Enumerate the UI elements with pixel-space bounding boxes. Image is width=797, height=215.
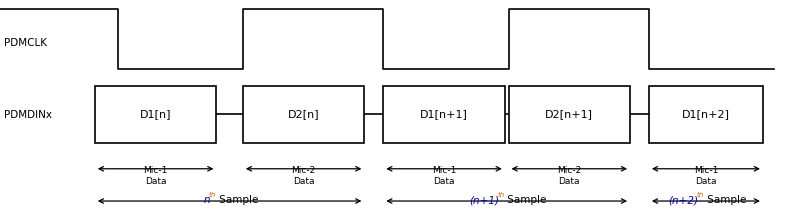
Text: th: th (497, 192, 505, 198)
Text: D2[n]: D2[n] (288, 109, 320, 120)
Bar (649, 86, 763, 143)
Text: Mic-1: Mic-1 (143, 166, 168, 175)
Text: D1[n+2]: D1[n+2] (682, 109, 730, 120)
Text: Mic-1: Mic-1 (432, 166, 456, 175)
Text: PDMCLK: PDMCLK (4, 38, 47, 48)
Text: PDMDINx: PDMDINx (4, 110, 52, 120)
Bar (383, 86, 505, 143)
Text: (n+2): (n+2) (668, 195, 698, 205)
Text: Sample: Sample (216, 195, 258, 205)
Text: n: n (203, 195, 210, 205)
Text: Mic-2: Mic-2 (557, 166, 581, 175)
Text: Data: Data (559, 177, 580, 186)
Text: th: th (697, 192, 704, 198)
Text: Data: Data (695, 177, 717, 186)
Text: D2[n+1]: D2[n+1] (545, 109, 593, 120)
Bar (508, 86, 630, 143)
Text: Sample: Sample (505, 195, 547, 205)
Text: Data: Data (434, 177, 455, 186)
Text: Data: Data (145, 177, 167, 186)
Bar (95, 86, 216, 143)
Text: Sample: Sample (704, 195, 746, 205)
Text: Data: Data (292, 177, 314, 186)
Text: Mic-2: Mic-2 (292, 166, 316, 175)
Text: (n+1): (n+1) (469, 195, 499, 205)
Bar (243, 86, 364, 143)
Text: Mic-1: Mic-1 (693, 166, 718, 175)
Text: D1[n]: D1[n] (139, 109, 171, 120)
Text: th: th (209, 192, 216, 198)
Text: D1[n+1]: D1[n+1] (420, 109, 468, 120)
